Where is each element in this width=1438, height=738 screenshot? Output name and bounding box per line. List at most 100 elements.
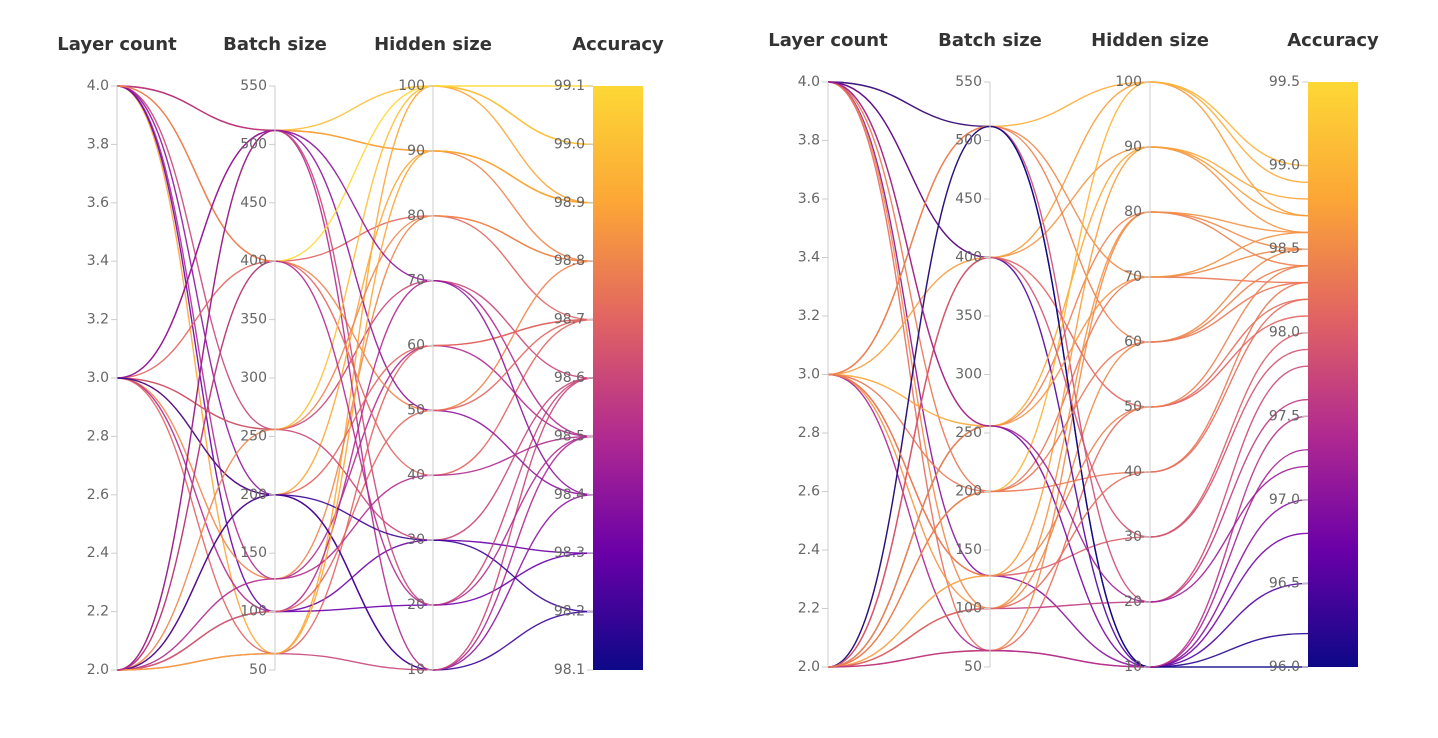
data-line (116, 377, 594, 671)
tick-label: 450 (240, 195, 267, 211)
tick-label: 100 (955, 601, 982, 617)
data-line (827, 298, 1309, 668)
parallel-chart: Layer count 2.0 2.2 2.4 2.6 2.8 3.0 3.2 3.4 3.6 3.… (57, 34, 664, 678)
tick-label: 30 (1124, 529, 1142, 545)
tick-label: 2.6 (798, 484, 820, 500)
tick-label: 90 (1124, 139, 1142, 155)
data-line (116, 150, 594, 671)
data-line (116, 260, 594, 477)
data-line (116, 215, 594, 671)
tick-label: 98.5 (554, 428, 585, 444)
data-line (827, 256, 1309, 668)
tick-label: 300 (955, 367, 982, 383)
data-line (827, 81, 1309, 603)
data-line (827, 81, 1309, 183)
tick-label: 99.0 (1269, 158, 1300, 174)
data-line (827, 415, 1309, 668)
data-line (827, 125, 1308, 668)
tick-label: 2.6 (87, 487, 109, 503)
tick-label: 100 (1115, 74, 1142, 90)
lines (827, 81, 1309, 668)
axis-title: Layer count (57, 34, 177, 55)
tick-label: 98.2 (554, 604, 585, 620)
tick-label: 2.2 (798, 601, 820, 617)
tick-label: 50 (407, 402, 425, 418)
tick-label: 97.5 (1269, 408, 1300, 424)
tick-label: 3.4 (798, 250, 820, 266)
parallel-chart: Layer count 2.0 2.2 2.4 2.6 2.8 3.0 3.2 3.4 3.6 3.… (768, 30, 1379, 675)
tick-label: 50 (1124, 399, 1142, 415)
tick-label: 98.8 (554, 253, 585, 269)
data-line (116, 85, 594, 431)
tick-label: 60 (1124, 334, 1142, 350)
tick-label: 70 (407, 273, 425, 289)
tick-label: 3.2 (798, 308, 820, 324)
tick-label: 3.4 (87, 253, 109, 269)
tick-label: 30 (407, 532, 425, 548)
data-line (116, 279, 594, 613)
tick-label: 100 (398, 78, 425, 94)
tick-label: 20 (1124, 594, 1142, 610)
data-line (116, 85, 594, 655)
tick-label: 20 (407, 597, 425, 613)
tick-label: 150 (240, 545, 267, 561)
tick-label: 3.0 (87, 370, 109, 386)
tick-label: 2.0 (87, 662, 109, 678)
tick-label: 400 (955, 250, 982, 266)
tick-label: 99.1 (554, 78, 585, 94)
tick-label: 98.3 (554, 545, 585, 561)
data-line (116, 129, 594, 496)
tick-label: 150 (955, 542, 982, 558)
tick-label: 3.0 (798, 367, 820, 383)
tick-label: 40 (1124, 464, 1142, 480)
data-line (116, 85, 594, 613)
data-line (827, 81, 1309, 652)
tick-label: 98.5 (1269, 241, 1300, 257)
tick-label: 10 (407, 662, 425, 678)
data-line (116, 129, 594, 671)
tick-label: 98.1 (554, 662, 585, 678)
data-line (827, 125, 1309, 376)
tick-label: 3.8 (87, 136, 109, 152)
tick-label: 350 (955, 308, 982, 324)
tick-label: 40 (407, 467, 425, 483)
tick-label: 50 (249, 662, 267, 678)
tick-label: 4.0 (798, 74, 820, 90)
tick-label: 2.4 (87, 545, 109, 561)
data-line (827, 81, 1309, 259)
tick-label: 2.4 (798, 542, 820, 558)
data-line (116, 85, 594, 671)
axis-title: Batch size (223, 34, 327, 55)
tick-label: 3.2 (87, 312, 109, 328)
data-line (827, 146, 1309, 668)
data-line (827, 81, 1309, 493)
data-line (116, 85, 594, 262)
tick-label: 99.0 (554, 136, 585, 152)
axis-title: Hidden size (1091, 30, 1209, 51)
colorbar (1308, 82, 1358, 667)
data-line (827, 281, 1309, 668)
tick-label: 80 (407, 208, 425, 224)
lines (116, 85, 594, 671)
data-line (116, 494, 594, 671)
colorbar (593, 86, 643, 670)
tick-label: 200 (955, 484, 982, 500)
tick-label: 97.0 (1269, 492, 1300, 508)
data-line (827, 125, 1309, 668)
data-line (116, 85, 594, 671)
tick-label: 10 (1124, 659, 1142, 675)
data-line (827, 81, 1309, 668)
tick-label: 98.4 (554, 487, 585, 503)
tick-label: 90 (407, 143, 425, 159)
tick-label: 98.0 (1269, 325, 1300, 341)
data-line (116, 377, 594, 541)
data-line (116, 85, 594, 146)
data-line (827, 81, 1309, 376)
data-line (116, 85, 593, 671)
tick-label: 96.5 (1269, 575, 1300, 591)
tick-label: 3.8 (798, 133, 820, 149)
tick-label: 98.7 (554, 312, 585, 328)
data-line (116, 435, 594, 671)
